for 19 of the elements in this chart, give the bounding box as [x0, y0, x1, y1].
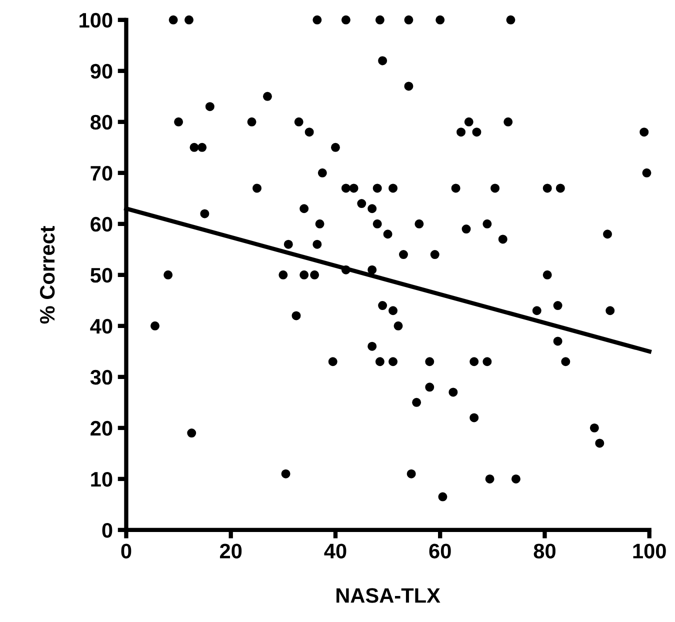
- y-tick-label: 80: [90, 114, 112, 130]
- y-tick-label: 60: [90, 216, 112, 232]
- y-tick-label: 90: [90, 64, 112, 79]
- y-tick-label: 10: [91, 472, 112, 487]
- x-tick-label: 20: [220, 544, 242, 558]
- y-tick-label: 20: [90, 420, 112, 436]
- y-axis-title: % Correct: [40, 226, 55, 324]
- y-tick-label: 40: [90, 318, 112, 334]
- y-tick-label: 30: [90, 370, 112, 385]
- x-tick-label: 0: [121, 544, 132, 558]
- x-tick-label: 100: [633, 544, 666, 558]
- y-tick-label: 70: [90, 166, 112, 181]
- y-tick-label: 100: [80, 12, 112, 28]
- y-tick-label: 50: [90, 268, 112, 283]
- x-tick-label: 80: [534, 544, 556, 558]
- x-tick-label: 60: [429, 544, 451, 558]
- y-tick-label: 0: [102, 522, 112, 538]
- x-axis-title: NASA-TLX: [336, 588, 440, 603]
- x-tick-label: 40: [324, 544, 346, 558]
